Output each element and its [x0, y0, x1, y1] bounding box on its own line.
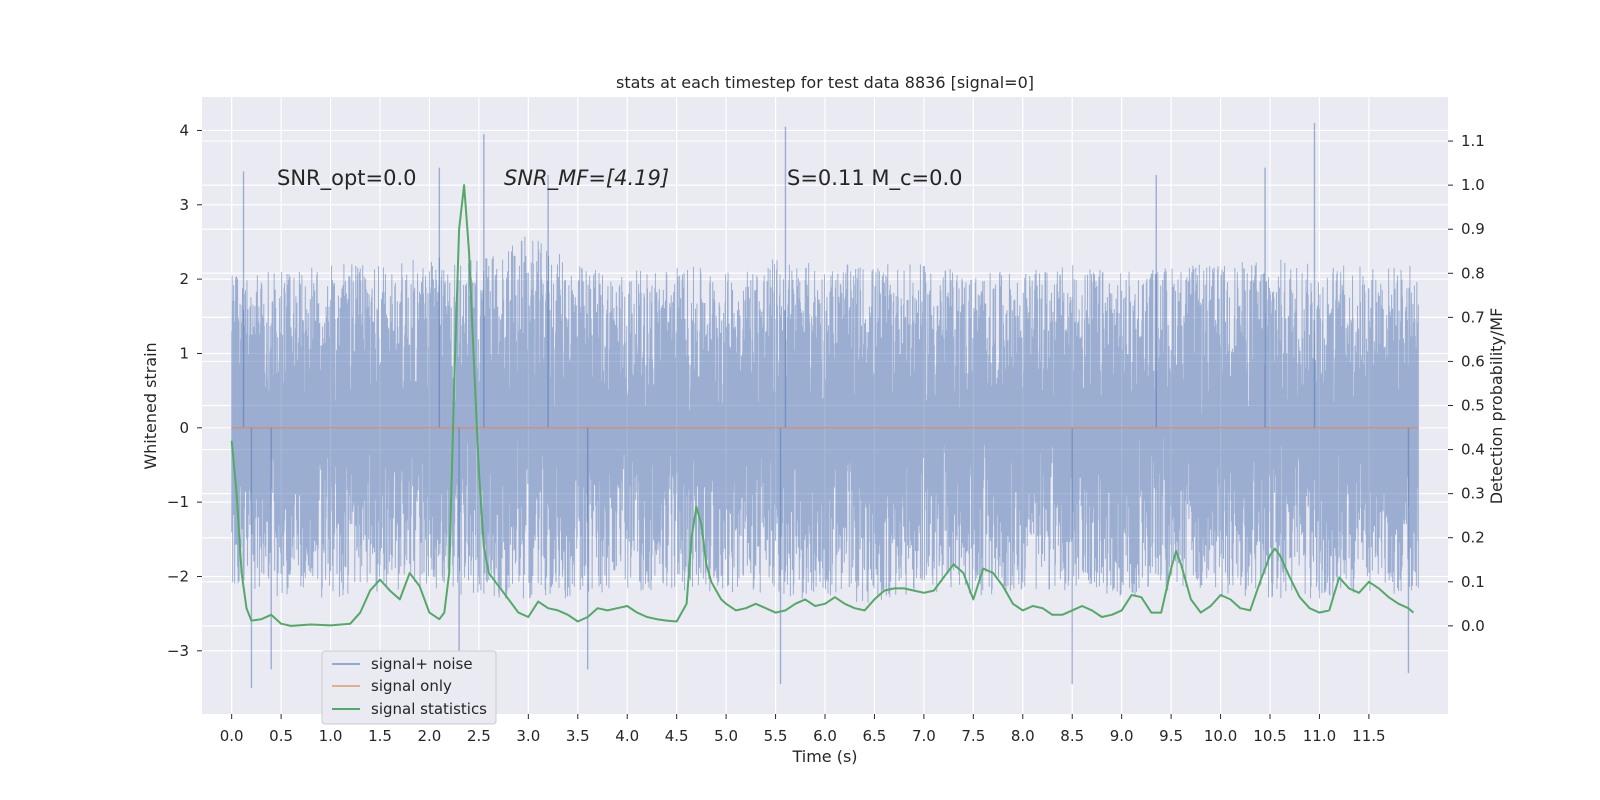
y2-tick-label: 0.0: [1461, 617, 1485, 635]
y-tick-label: 0: [179, 419, 189, 437]
y2-tick-label: 0.2: [1461, 529, 1485, 547]
y2-tick-label: 1.1: [1461, 132, 1485, 150]
y-tick-label: 3: [179, 196, 189, 214]
x-tick-label: 6.0: [813, 727, 837, 745]
y-tick-label: −3: [167, 642, 189, 660]
legend-label-signal-noise: signal+ noise: [371, 655, 473, 673]
x-tick-label: 3.5: [566, 727, 590, 745]
annotations: SNR_opt=0.0 SNR_MF=[4.19] S=0.11 M_c=0.0: [277, 166, 963, 191]
legend-label-signal-only: signal only: [371, 677, 452, 695]
y2-tick-label: 0.7: [1461, 308, 1485, 326]
x-tick-label: 2.0: [418, 727, 442, 745]
y-tick-label: 2: [179, 270, 189, 288]
signal-noise-series: [231, 123, 1419, 688]
signal-statistics-line: [230, 184, 1415, 627]
y2-tick-label: 0.9: [1461, 220, 1485, 238]
x-axis-label: Time (s): [791, 747, 857, 766]
annotation-s-mc: S=0.11 M_c=0.0: [787, 166, 963, 191]
legend: signal+ noise signal only signal statist…: [321, 650, 497, 725]
y-tick-label: 4: [179, 121, 189, 139]
x-tick-label: 5.5: [764, 727, 788, 745]
x-tick-label: 0.5: [269, 727, 293, 745]
annotation-snr-mf: SNR_MF=[4.19]: [504, 166, 669, 191]
y2-tick-label: 0.3: [1461, 485, 1485, 503]
x-tick-label: 6.5: [863, 727, 887, 745]
x-tick-label: 11.5: [1352, 727, 1385, 745]
x-tick-label: 8.0: [1011, 727, 1035, 745]
legend-label-signal-statistics: signal statistics: [371, 700, 487, 718]
x-tick-label: 11.0: [1303, 727, 1336, 745]
x-tick-label: 4.0: [615, 727, 639, 745]
y2-tick-label: 1.0: [1461, 176, 1485, 194]
y-tick-label: −1: [167, 493, 189, 511]
y2-axis-label: Detection probability/MF: [1487, 308, 1506, 505]
x-tick-label: 5.0: [714, 727, 738, 745]
chart-title: stats at each timestep for test data 883…: [616, 73, 1034, 92]
annotation-snr-opt: SNR_opt=0.0: [277, 166, 417, 191]
x-tick-label: 7.5: [961, 727, 985, 745]
x-tick-label: 2.5: [467, 727, 491, 745]
x-tick-label: 8.5: [1060, 727, 1084, 745]
legend-box: [321, 650, 497, 725]
y2-tick-label: 0.6: [1461, 352, 1485, 370]
x-tick-label: 4.5: [665, 727, 689, 745]
y2-tick-label: 0.1: [1461, 573, 1485, 591]
y-tick-label: −2: [167, 567, 189, 585]
y2-tick-label: 0.8: [1461, 264, 1485, 282]
x-tick-label: 10.0: [1204, 727, 1237, 745]
x-tick-label: 0.0: [220, 727, 244, 745]
x-tick-label: 10.5: [1253, 727, 1286, 745]
y-axis-label: Whitened strain: [141, 342, 160, 469]
x-tick-label: 1.0: [319, 727, 343, 745]
y2-tick-label: 0.5: [1461, 397, 1485, 415]
x-tick-label: 9.5: [1159, 727, 1183, 745]
x-tick-label: 1.5: [368, 727, 392, 745]
line-series-layer: [230, 184, 1419, 627]
x-tick-label: 9.0: [1110, 727, 1134, 745]
y-tick-label: 1: [179, 344, 189, 362]
axes: 0.0 0.5 1.0 1.5 2.0 2.5 3.0 3.5 4.0 4.5 5.0 5.5 6.0 6…: [167, 121, 1485, 745]
x-tick-label: 3.0: [516, 727, 540, 745]
x-tick-label: 7.0: [912, 727, 936, 745]
signal-noise-trace: [231, 236, 1419, 603]
y2-tick-label: 0.4: [1461, 441, 1485, 459]
